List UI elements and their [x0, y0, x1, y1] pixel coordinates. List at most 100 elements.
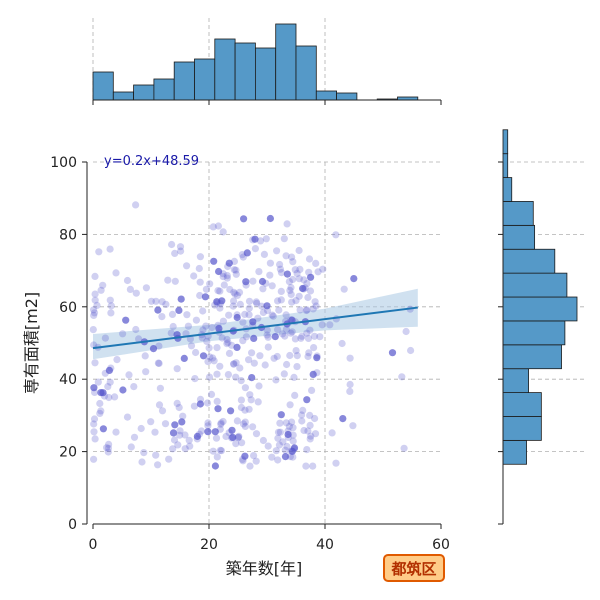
- scatter-point: [206, 353, 214, 361]
- scatter-point: [248, 374, 256, 382]
- scatter-point: [205, 373, 214, 381]
- scatter-point: [253, 299, 261, 307]
- scatter-point: [155, 359, 163, 367]
- scatter-point: [224, 338, 232, 347]
- scatter-point: [239, 253, 247, 261]
- scatter-point: [268, 311, 276, 319]
- scatter-point: [127, 443, 135, 451]
- scatter-point: [249, 318, 257, 326]
- scatter-point: [234, 433, 242, 441]
- scatter-point: [232, 373, 240, 381]
- scatter-point: [154, 359, 162, 367]
- scatter-points: [89, 201, 415, 470]
- scatter-point: [275, 441, 283, 449]
- y-tick-label: 100: [50, 155, 77, 171]
- scatter-point: [238, 439, 246, 447]
- scatter-point: [255, 268, 263, 276]
- region-badge-label: 都筑区: [390, 560, 436, 578]
- scatter-point: [141, 352, 149, 360]
- scatter-point: [107, 309, 115, 317]
- scatter-point: [239, 420, 248, 428]
- scatter-point: [199, 326, 207, 334]
- scatter-point: [165, 455, 173, 463]
- scatter-point: [261, 361, 269, 369]
- scatter-point: [274, 428, 283, 436]
- scatter-point: [122, 316, 130, 324]
- scatter-point: [306, 435, 314, 443]
- scatter-point: [400, 444, 408, 452]
- scatter-point: [233, 343, 241, 351]
- scatter-point: [339, 415, 347, 423]
- scatter-point: [229, 433, 237, 441]
- scatter-point: [209, 447, 217, 455]
- scatter-point: [281, 453, 290, 461]
- scatter-point: [210, 357, 218, 365]
- x-axis-label: 築年数[年]: [226, 559, 303, 578]
- y-histogram-bar: [502, 153, 509, 178]
- scatter-point: [241, 418, 249, 426]
- scatter-point: [300, 276, 308, 284]
- scatter-point: [251, 245, 259, 253]
- y-histogram-bar: [502, 320, 566, 346]
- scatter-point: [289, 437, 297, 445]
- marginal-x-histogram: [92, 23, 419, 101]
- scatter-point: [204, 422, 212, 430]
- scatter-point: [268, 282, 276, 290]
- scatter-point: [276, 260, 284, 269]
- scatter-point: [247, 396, 255, 404]
- scatter-point: [312, 302, 320, 310]
- scatter-point: [224, 371, 232, 379]
- scatter-point: [237, 403, 245, 412]
- scatter-point: [234, 434, 242, 442]
- scatter-point: [232, 270, 240, 278]
- regression-line: [92, 306, 418, 350]
- scatter-point: [286, 351, 294, 360]
- scatter-point: [214, 321, 222, 329]
- x-histogram-bar: [112, 91, 135, 101]
- scatter-point: [96, 399, 104, 408]
- scatter-point: [281, 446, 289, 454]
- scatter-point: [161, 420, 170, 428]
- scatter-point: [90, 455, 98, 463]
- y-histogram-bar: [502, 439, 527, 465]
- scatter-point: [281, 332, 289, 340]
- scatter-point: [111, 393, 119, 401]
- scatter-point: [213, 453, 221, 461]
- scatter-point: [291, 391, 299, 399]
- y-tick-label: 20: [59, 445, 77, 461]
- scatter-point: [91, 388, 99, 396]
- scatter-point: [303, 446, 311, 454]
- scatter-point: [137, 424, 145, 433]
- scatter-point: [293, 269, 301, 277]
- scatter-point: [303, 329, 311, 337]
- scatter-point: [228, 341, 236, 349]
- scatter-point: [215, 267, 223, 276]
- scatter-point: [242, 278, 250, 286]
- scatter-point: [298, 332, 306, 340]
- scatter-point: [310, 332, 319, 340]
- scatter-point: [176, 243, 185, 251]
- scatter-point: [219, 273, 227, 281]
- scatter-point: [285, 422, 293, 430]
- scatter-point: [219, 417, 227, 426]
- x-tick-label: 0: [89, 537, 98, 553]
- scatter-point: [96, 409, 104, 417]
- scatter-point: [123, 413, 132, 421]
- scatter-point: [224, 262, 232, 271]
- scatter-point: [233, 291, 241, 299]
- scatter-point: [219, 228, 227, 236]
- scatter-point: [398, 373, 406, 381]
- scatter-point: [274, 326, 282, 334]
- scatter-point: [282, 252, 290, 260]
- scatter-point: [105, 366, 113, 374]
- scatter-point: [241, 406, 249, 414]
- scatter-point: [154, 306, 162, 314]
- scatter-point: [181, 445, 189, 453]
- x-tick-label: 40: [316, 537, 334, 553]
- scatter-point: [158, 298, 166, 306]
- regression-equation: y=0.2x+48.59: [104, 154, 199, 169]
- scatter-point: [130, 383, 138, 391]
- scatter-point: [218, 297, 226, 305]
- scatter-point: [158, 407, 167, 415]
- scatter-point: [295, 246, 303, 255]
